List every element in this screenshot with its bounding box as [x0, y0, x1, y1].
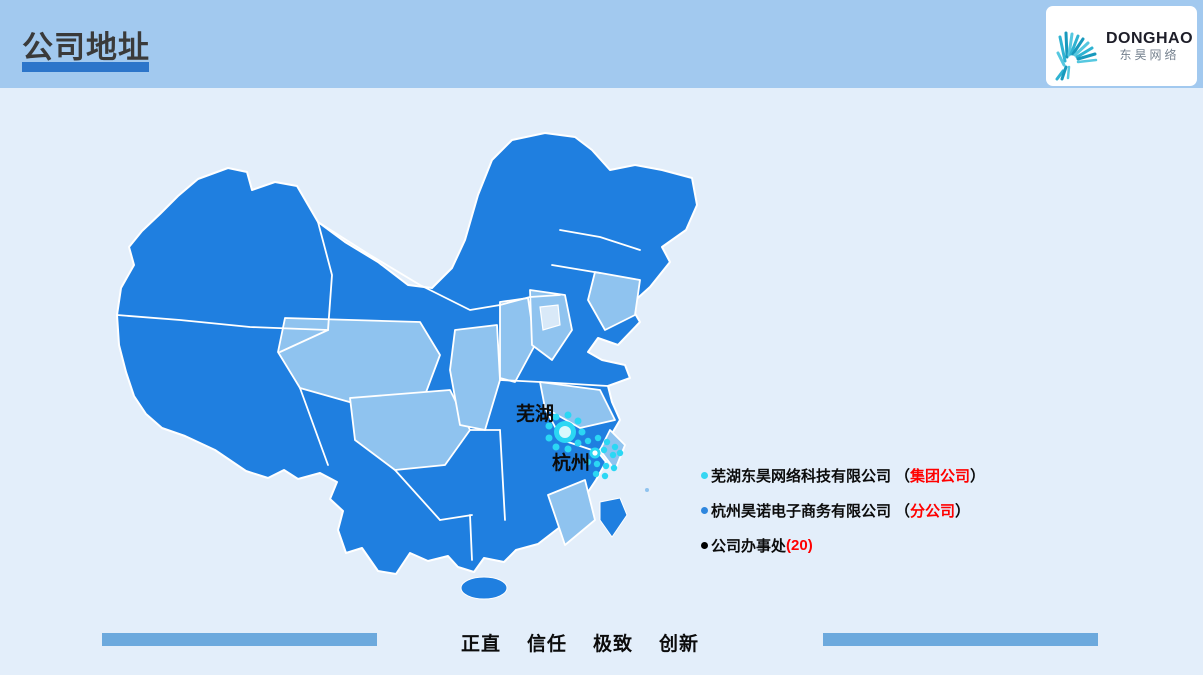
cyan-bullet-icon [701, 471, 708, 479]
province-beijing [539, 304, 561, 331]
company-logo: DONGHAO 东昊网络 [1046, 6, 1197, 86]
slogan-word: 创新 [659, 634, 700, 655]
footer-bar-left [102, 633, 377, 646]
legend: 芜湖东昊网络科技有限公司 （ 集团公司 ） 杭州昊诺电子商务有限公司 （ 分公司… [701, 465, 985, 570]
footer-bar-right [823, 633, 1098, 646]
legend-text: 公司办事处 [711, 537, 787, 555]
map-label-wuhu: 芜湖 [516, 404, 555, 425]
company-slogan: 正直 信任 极致 创新 [420, 629, 740, 656]
legend-highlight: 集团公司 [910, 467, 971, 485]
legend-text: 杭州昊诺电子商务有限公司 [711, 502, 892, 520]
blue-bullet-icon [701, 506, 708, 514]
province-borders [116, 221, 641, 561]
slogan-word: 正直 [460, 634, 501, 655]
map-label-hangzhou: 杭州 [552, 453, 591, 474]
logo-brand-text: DONGHAO [1106, 29, 1194, 47]
legend-item-group-company: 芜湖东昊网络科技有限公司 （ 集团公司 ） [701, 465, 985, 485]
wuhu-marker [545, 411, 586, 453]
hainan-island [460, 576, 508, 600]
legend-highlight: 分公司 [910, 502, 956, 520]
legend-text: 芜湖东昊网络科技有限公司 [711, 467, 892, 485]
title-underline [22, 62, 149, 72]
paren-close: ） [955, 502, 971, 520]
legend-highlight: (20) [786, 536, 813, 554]
paren-close: ） [970, 467, 986, 485]
feather-fan-icon [1055, 31, 1098, 81]
province-sichuan [349, 389, 471, 471]
province-fujian [547, 479, 596, 546]
legend-item-branch-company: 杭州昊诺电子商务有限公司 （ 分公司 ） [701, 500, 985, 520]
small-island [645, 488, 649, 492]
china-map [116, 132, 698, 600]
paren-open: （ [895, 467, 911, 485]
province-liaoning [587, 271, 641, 331]
slogan-word: 信任 [526, 634, 567, 655]
logo-brand-cn-text: 东昊网络 [1119, 47, 1180, 62]
legend-item-offices: 公司办事处 (20) [701, 535, 985, 555]
slogan-word: 极致 [593, 634, 634, 655]
province-jiangsu [539, 381, 616, 429]
page-title: 公司地址 [22, 30, 150, 65]
taiwan-island [599, 497, 628, 538]
header-band: 公司地址 [0, 0, 1203, 88]
paren-open: （ [895, 502, 911, 520]
hangzhou-marker [584, 434, 624, 480]
black-bullet-icon [701, 541, 708, 549]
